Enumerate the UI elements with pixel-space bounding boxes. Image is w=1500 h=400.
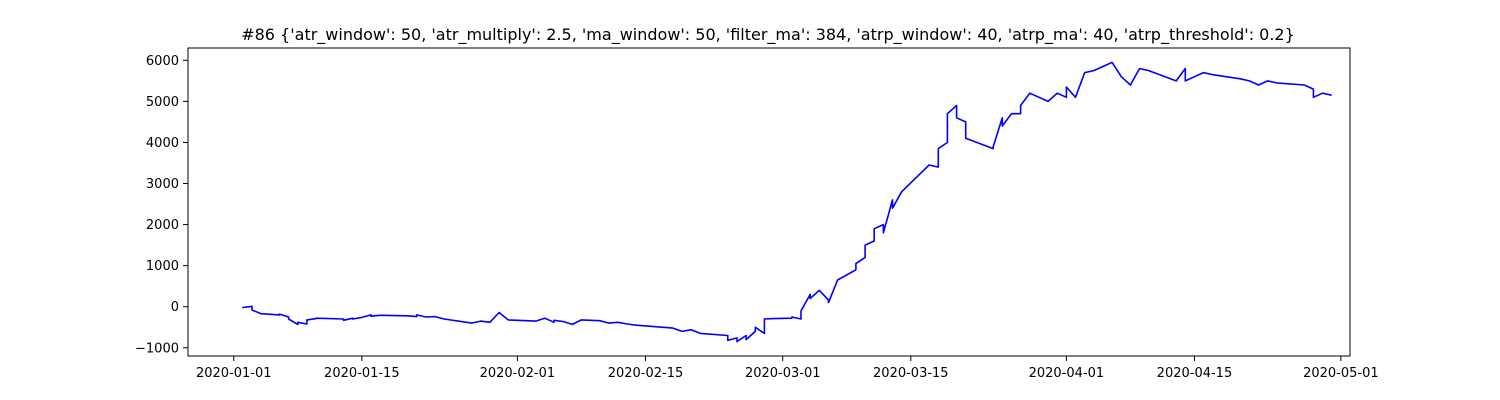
y-tick-label: 2000 — [146, 218, 179, 233]
plot-frame — [187, 47, 1351, 357]
x-tick-label: 2020-02-01 — [480, 366, 556, 381]
plot-area — [242, 61, 1332, 343]
y-tick-label: 3000 — [146, 177, 179, 192]
y-tick-label: 6000 — [146, 54, 179, 69]
y-tick-label: 1000 — [146, 259, 179, 274]
series-line-0 — [242, 61, 1332, 343]
x-tick-label: 2020-02-15 — [608, 366, 684, 381]
y-tick-label: 0 — [171, 300, 179, 315]
x-tick-label: 2020-03-15 — [873, 366, 949, 381]
x-tick-label: 2020-01-15 — [324, 366, 400, 381]
y-tick-label: 5000 — [146, 95, 179, 110]
x-tick-label: 2020-04-15 — [1157, 366, 1233, 381]
chart-title: #86 {'atr_window': 50, 'atr_multiply': 2… — [241, 25, 1295, 45]
axes: 2020-01-01 2020-01-15 2020-02-01 2020-02-15… — [135, 47, 1379, 381]
x-tick-label: 2020-03-01 — [745, 366, 821, 381]
x-tick-label: 2020-05-01 — [1303, 366, 1379, 381]
y-tick-label: −1000 — [135, 341, 179, 356]
x-tick-label: 2020-04-01 — [1029, 366, 1105, 381]
y-tick-label: 4000 — [146, 136, 179, 151]
x-tick-label: 2020-01-01 — [196, 366, 272, 381]
